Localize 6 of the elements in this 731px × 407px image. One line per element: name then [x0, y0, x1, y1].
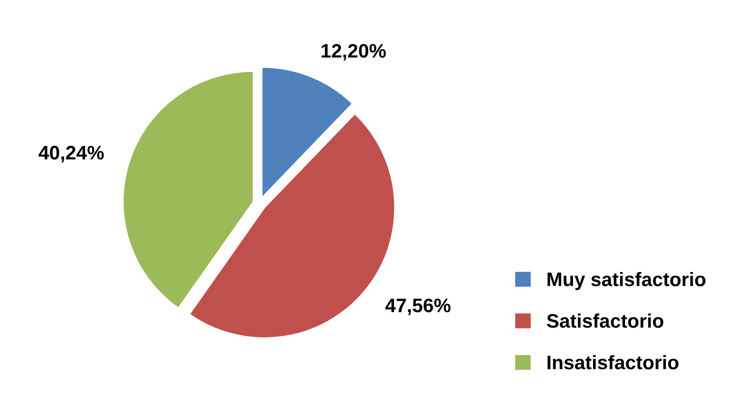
legend-label: Satisfactorio	[546, 314, 664, 328]
data-label: 40,24%	[38, 146, 104, 162]
legend-label: Insatisfactorio	[548, 355, 678, 370]
data-label: 47,56%	[385, 298, 451, 316]
legend-label: Muy satisfactorio	[548, 272, 706, 290]
data-label: 12,20%	[322, 44, 386, 61]
